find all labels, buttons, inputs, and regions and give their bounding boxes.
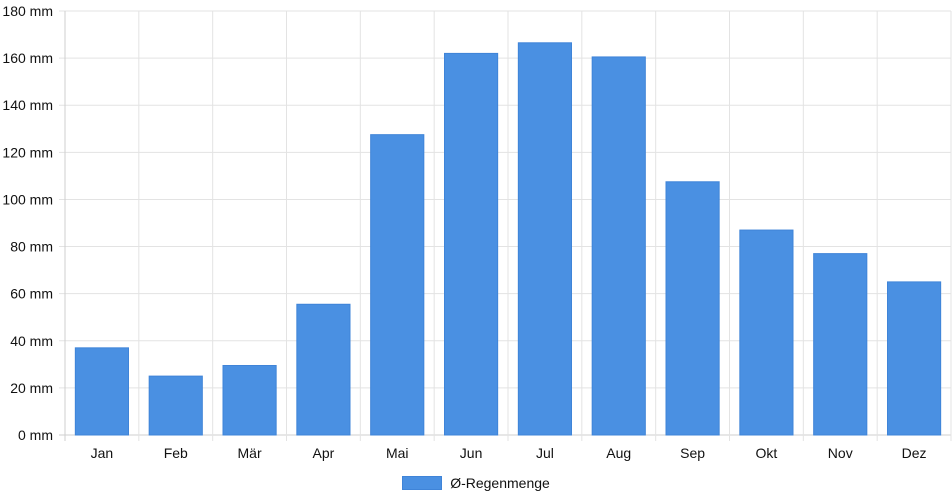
bar-mai[interactable] xyxy=(370,134,425,436)
y-tick-label: 160 mm xyxy=(2,50,53,66)
y-tick-label: 0 mm xyxy=(18,427,53,443)
bar-feb[interactable] xyxy=(148,375,203,436)
chart-legend[interactable]: Ø-Regenmenge xyxy=(0,472,952,494)
y-tick-label: 120 mm xyxy=(2,144,53,160)
x-tick-label: Aug xyxy=(606,445,631,461)
bar-jul[interactable] xyxy=(517,42,572,436)
bar-aug[interactable] xyxy=(591,56,646,436)
bar-chart: 0 mm 20 mm 40 mm 60 mm 80 mm 100 mm 120 mm 140 … xyxy=(2,3,952,461)
y-tick-label: 80 mm xyxy=(10,239,53,255)
bar-jan[interactable] xyxy=(74,347,129,436)
x-tick-label: Mär xyxy=(238,445,262,461)
x-tick-label: Apr xyxy=(313,445,335,461)
x-tick-label: Nov xyxy=(828,445,853,461)
legend-swatch xyxy=(402,476,443,490)
bar-okt[interactable] xyxy=(739,229,794,436)
grid-layer xyxy=(59,10,952,441)
y-tick-label: 180 mm xyxy=(2,3,53,19)
bar-dez[interactable] xyxy=(887,281,942,436)
bar-sep[interactable] xyxy=(665,181,720,436)
bar-jun[interactable] xyxy=(444,52,499,436)
x-tick-label: Sep xyxy=(680,445,705,461)
bar-mär[interactable] xyxy=(222,365,277,436)
bar-nov[interactable] xyxy=(813,253,868,436)
labels-layer: 0 mm 20 mm 40 mm 60 mm 80 mm 100 mm 120 mm 140 … xyxy=(2,3,926,461)
y-tick-label: 140 mm xyxy=(2,97,53,113)
bars-layer xyxy=(74,42,942,436)
x-tick-label: Jan xyxy=(91,445,114,461)
x-tick-label: Okt xyxy=(756,445,778,461)
legend-label: Ø-Regenmenge xyxy=(450,475,550,491)
x-tick-label: Jun xyxy=(460,445,483,461)
y-tick-label: 100 mm xyxy=(2,191,53,207)
x-tick-label: Jul xyxy=(536,445,554,461)
x-tick-label: Mai xyxy=(386,445,409,461)
bar-apr[interactable] xyxy=(296,303,351,436)
x-tick-label: Feb xyxy=(164,445,188,461)
y-tick-label: 60 mm xyxy=(10,286,53,302)
y-tick-label: 20 mm xyxy=(10,380,53,396)
x-tick-label: Dez xyxy=(902,445,927,461)
y-tick-label: 40 mm xyxy=(10,333,53,349)
